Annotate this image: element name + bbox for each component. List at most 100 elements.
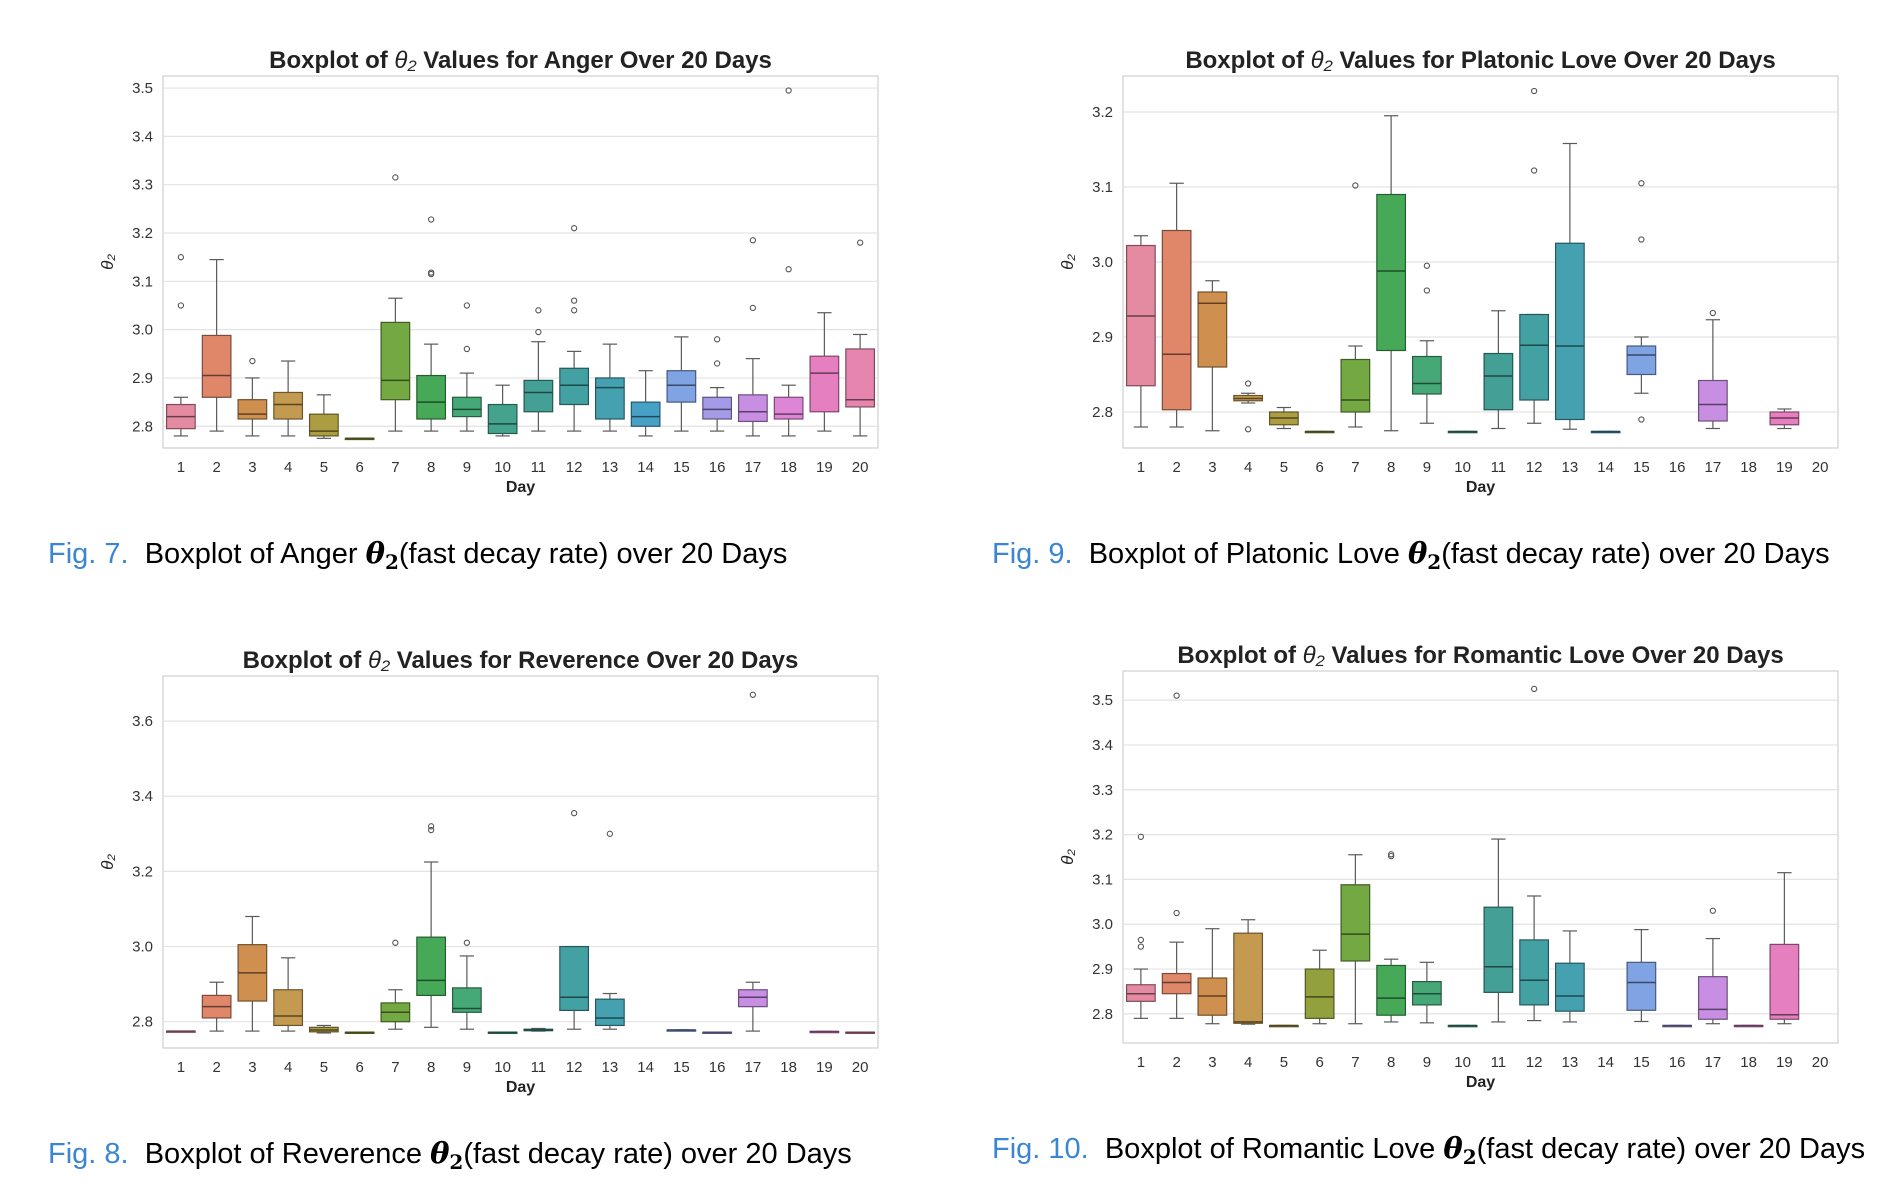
box-day-12 <box>1519 685 1550 1022</box>
box-day-10 <box>487 384 518 437</box>
y-axis-label: θ₂ <box>98 854 117 870</box>
box-iqr <box>737 989 768 1008</box>
x-tick-label: 11 <box>1491 1054 1507 1071</box>
box-iqr <box>380 321 411 401</box>
chart-title: Boxplot of θ₂ Values for Romantic Love O… <box>1177 642 1783 669</box>
box-iqr <box>1626 345 1657 376</box>
outlier-point <box>1387 852 1395 860</box>
x-tick-label: 18 <box>780 1059 797 1076</box>
outlier-point <box>570 297 578 304</box>
romantic-love-boxplot-chart: 2.82.93.03.13.23.33.43.51 2 3 4 5 6 7 8 9 10 11 12 1… <box>1058 642 1839 1091</box>
outlier-point <box>749 304 757 312</box>
x-tick-label: 16 <box>1669 1054 1686 1071</box>
box-day-20 <box>845 1031 876 1035</box>
theta-subscript: 2 <box>449 1150 464 1174</box>
box-iqr <box>1233 932 1264 1024</box>
x-tick-label: 20 <box>1812 1054 1829 1071</box>
box-iqr <box>1554 962 1585 1012</box>
figure-number: Fig. 10. <box>992 1133 1089 1165</box>
outlier-point <box>535 307 542 314</box>
x-axis-label: Day <box>506 1079 535 1096</box>
outlier-point <box>1423 262 1431 269</box>
outlier-point <box>1423 287 1431 294</box>
x-tick-label: 19 <box>816 459 833 476</box>
plot-area <box>162 675 879 1049</box>
box-day-8 <box>1376 115 1407 432</box>
box-iqr <box>201 334 232 398</box>
outlier-point <box>177 254 185 261</box>
x-tick-label: 11 <box>531 1059 547 1076</box>
box-day-15 <box>666 1029 697 1032</box>
chart-title-theta: θ₂ <box>394 47 416 74</box>
box-day-14 <box>1590 430 1621 434</box>
outlier-point <box>1137 943 1145 950</box>
box-day-11 <box>523 1027 554 1032</box>
outlier-point <box>1173 692 1180 699</box>
x-tick-label: 7 <box>1351 459 1359 476</box>
box-iqr <box>1554 242 1585 421</box>
box-day-3 <box>1197 928 1228 1025</box>
box-day-8 <box>416 216 447 432</box>
box-day-2 <box>1161 182 1192 428</box>
platonic-love-boxplot-panel: 2.8 2.9 3.0 3.1 3.2 1 2 3 4 5 6 7 8 9 10 11 12 13 14 15 16 17… <box>960 40 1860 510</box>
outlier-point <box>570 307 578 314</box>
theta-symbol: θ <box>365 536 385 570</box>
box-day-1 <box>1125 833 1156 1019</box>
y-tick-label: 2.8 <box>132 418 153 435</box>
caption-text: Boxplot of Anger <box>144 538 358 570</box>
x-tick-label: 8 <box>427 1059 435 1076</box>
box-day-10 <box>1447 1024 1478 1028</box>
box-iqr <box>1340 358 1371 413</box>
x-tick-label: 15 <box>1633 459 1650 476</box>
x-tick-label: 7 <box>391 459 399 476</box>
box-day-3 <box>237 915 268 1032</box>
box-day-3 <box>237 357 268 437</box>
x-tick-label: 2 <box>212 1059 220 1076</box>
x-tick-label: 6 <box>1315 1054 1323 1071</box>
theta-subscript: 2 <box>1427 550 1442 574</box>
box-day-11 <box>523 307 554 432</box>
box-day-9 <box>1411 961 1442 1024</box>
outlier-point <box>177 302 185 309</box>
y-tick-label: 2.8 <box>1092 1006 1113 1023</box>
box-day-7 <box>1340 854 1371 1025</box>
x-tick-label: 19 <box>1776 459 1793 476</box>
box-day-15 <box>666 336 697 432</box>
x-tick-label: 12 <box>566 1059 583 1076</box>
box-day-12 <box>559 810 590 1030</box>
box-iqr <box>1483 352 1514 411</box>
x-tick-label: 1 <box>1137 1054 1145 1071</box>
box-day-16 <box>702 336 733 432</box>
x-tick-label: 16 <box>1669 459 1686 476</box>
x-tick-label: 3 <box>248 1059 256 1076</box>
box-day-12 <box>1519 87 1550 424</box>
figure-number: Fig. 8. <box>48 1138 129 1170</box>
x-tick-label: 8 <box>427 459 435 476</box>
outlier-point <box>1137 936 1145 944</box>
box-day-8 <box>1376 851 1407 1023</box>
y-tick-label: 2.9 <box>1092 329 1113 346</box>
outlier-point <box>570 810 578 817</box>
chart-title-part: Values for Anger Over 20 Days <box>417 47 772 74</box>
romantic-love-boxplot-panel: 2.8 2.9 3.0 3.1 3.2 3.3 3.4 3.5 1 2 3 4 5 6 7 8 9 10 11 12 1… <box>960 635 1860 1105</box>
y-tick-label: 3.4 <box>132 788 153 805</box>
box-day-2 <box>201 981 232 1032</box>
y-tick-label: 3.1 <box>132 273 153 290</box>
outlier-point <box>1387 851 1395 858</box>
caption-text: Boxplot of Romantic Love <box>1104 1133 1436 1165</box>
x-tick-label: 13 <box>602 1059 619 1076</box>
x-tick-label: 16 <box>709 1059 726 1076</box>
box-day-13 <box>594 343 625 432</box>
y-tick-label: 3.2 <box>132 225 153 242</box>
box-day-11 <box>1483 838 1514 1023</box>
box-iqr <box>273 989 304 1027</box>
outlier-point <box>463 302 471 309</box>
chart-title-part: Boxplot of <box>1185 47 1310 74</box>
box-day-10 <box>487 1031 518 1035</box>
outlier-point <box>1638 416 1645 423</box>
box-iqr <box>1519 313 1550 401</box>
x-tick-label: 11 <box>531 459 547 476</box>
x-tick-label: 16 <box>709 459 726 476</box>
y-tick-label: 3.4 <box>1092 737 1113 754</box>
x-tick-label: 20 <box>852 459 869 476</box>
